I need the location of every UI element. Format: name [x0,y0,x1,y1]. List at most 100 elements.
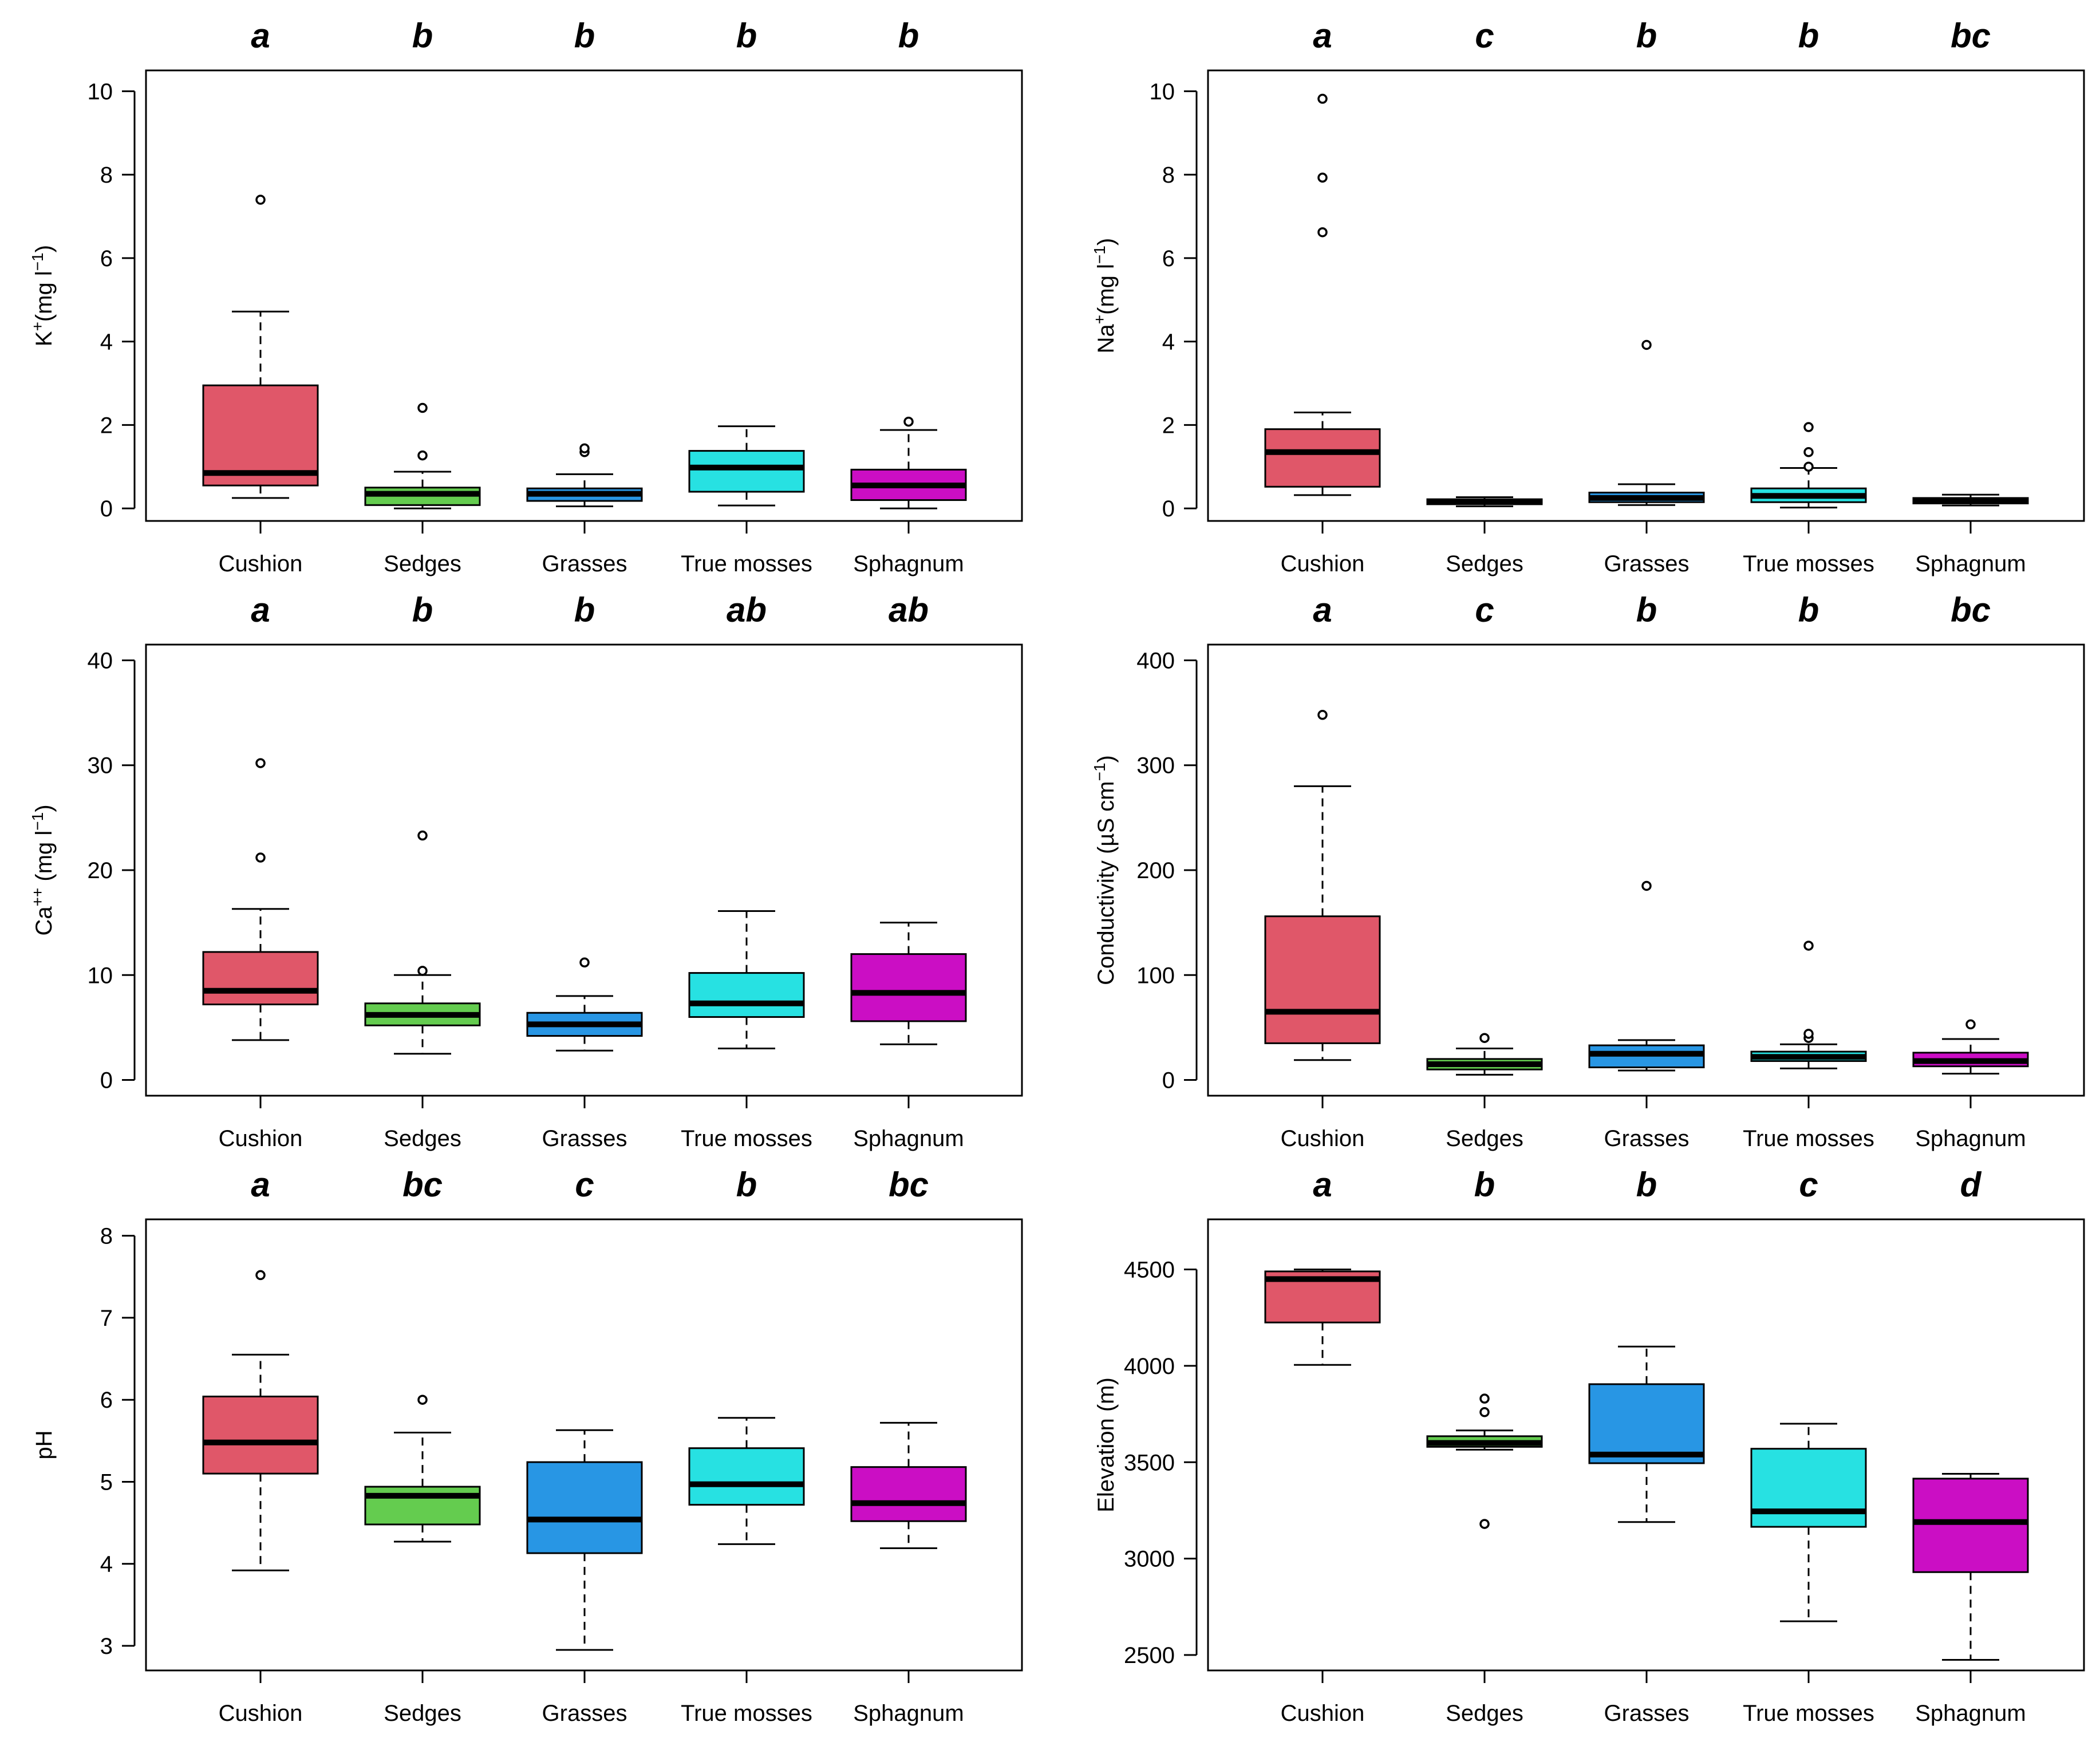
x-category-label: Cushion [219,1126,303,1151]
box-sedges [1426,1393,1543,1529]
x-category-label: Cushion [219,1701,303,1726]
x-category-label: True mosses [1743,1126,1874,1151]
x-category-label: True mosses [681,551,812,576]
outlier-point [417,1395,428,1405]
box-sedges [364,830,481,1055]
group-letter: a [1313,1166,1332,1204]
x-category-label: Sedges [1446,1701,1523,1726]
group-letter: b [412,591,433,629]
y-tick-label: 6 [100,246,113,271]
interquartile-box [202,951,319,1006]
group-letter: ab [889,591,929,629]
y-axis-title: Ca++ (mg l−1) [29,804,57,935]
interquartile-box [1264,915,1381,1044]
outlier-point [903,416,914,427]
y-tick-label: 40 [88,648,113,673]
group-letter: a [251,17,270,55]
panel-ph: 3 4 5 6 7 8 pH Cushion a Sedges bc Grasses c True mos… [31,1166,1023,1726]
outlier-point [417,830,428,841]
group-letter: a [1313,591,1332,629]
x-category-label: Grasses [542,1701,627,1726]
x-category-label: Cushion [1281,551,1365,576]
interquartile-box [202,384,319,487]
x-category-label: Grasses [542,551,627,576]
x-category-label: True mosses [681,1701,812,1726]
interquartile-box [364,1486,481,1526]
y-axis-title-part: ) [31,804,57,812]
group-letter: ab [727,591,767,629]
outlier-point [1965,1019,1976,1030]
y-axis-title: K+(mg l−1) [29,245,57,346]
box-grasses [526,1429,643,1651]
x-category-label: Cushion [1281,1701,1365,1726]
y-axis-title-part: + [1091,315,1108,324]
box-sphagnum [850,416,967,509]
y-axis-title-part: pH [31,1430,57,1459]
box-sphagnum [1912,1473,2029,1661]
y-axis-title: Conductivity (µS cm−1) [1091,755,1119,985]
box-true-mosses [688,910,805,1050]
y-tick-label: 6 [1162,246,1175,271]
box-true-mosses [688,1417,805,1545]
interquartile-box [1912,1478,2029,1573]
group-letter: b [412,17,433,55]
outlier-point [1317,172,1328,183]
box-true-mosses [1750,941,1867,1069]
y-axis-title-part: −1 [29,812,46,831]
y-tick-label: 4500 [1124,1258,1175,1283]
group-letter: b [574,17,595,55]
outlier-point [579,957,590,968]
x-category-label: Grasses [1604,1126,1690,1151]
x-category-label: True mosses [681,1126,812,1151]
group-letter: b [898,17,919,55]
interquartile-box [850,1466,967,1522]
group-letter: b [1636,17,1657,55]
box-sphagnum [850,1421,967,1550]
y-axis-title-part: (mg l [31,271,57,322]
interquartile-box [850,953,967,1022]
y-axis-title: Na+(mg l−1) [1091,238,1119,354]
y-axis-title-part: ++ [29,888,46,907]
y-tick-label: 6 [100,1388,113,1413]
interquartile-box [688,972,805,1018]
outlier-point [1317,227,1328,238]
outlier-point [417,966,428,976]
outlier-point [417,450,428,461]
y-tick-label: 3 [100,1634,113,1659]
x-category-label: Sedges [384,551,461,576]
group-letter: c [1475,591,1494,629]
y-tick-label: 200 [1136,858,1175,883]
y-tick-label: 8 [100,163,113,188]
group-letter: c [1799,1166,1818,1204]
y-axis-title: pH [31,1430,57,1459]
y-tick-label: 300 [1136,753,1175,779]
group-letter: b [1474,1166,1495,1204]
box-sedges [364,1395,481,1543]
outlier-point [417,402,428,413]
y-tick-label: 400 [1136,648,1175,673]
box-sphagnum [1912,493,2029,507]
y-tick-label: 30 [88,753,113,779]
y-axis-title-part: (mg l [31,831,57,888]
y-tick-label: 4 [100,1552,113,1577]
y-axis-title: Elevation (m) [1094,1377,1119,1512]
outlier-point [1479,1407,1490,1417]
y-tick-label: 10 [1150,79,1175,104]
interquartile-box [1750,1448,1867,1528]
box-grasses [526,443,643,507]
outlier-point [1803,1029,1814,1039]
y-tick-label: 0 [1162,1068,1175,1093]
y-axis-title-part: Elevation (m) [1094,1377,1119,1512]
y-tick-label: 8 [1162,163,1175,188]
outlier-point [255,1270,266,1281]
y-tick-label: 2 [100,413,113,438]
box-grasses [1588,1345,1705,1523]
group-letter: b [574,591,595,629]
panel-elevation: 2500 3000 3500 4000 4500 Elevation (m) Cushion… [1094,1166,2085,1726]
group-letter: d [1960,1166,1982,1204]
panel-potassium: 0 2 4 6 8 10 K+(mg l−1) Cushion a Sedges b Grasses b… [29,17,1023,576]
x-category-label: Sphagnum [853,551,964,576]
outlier-point [1803,447,1814,457]
y-tick-label: 7 [100,1306,113,1331]
